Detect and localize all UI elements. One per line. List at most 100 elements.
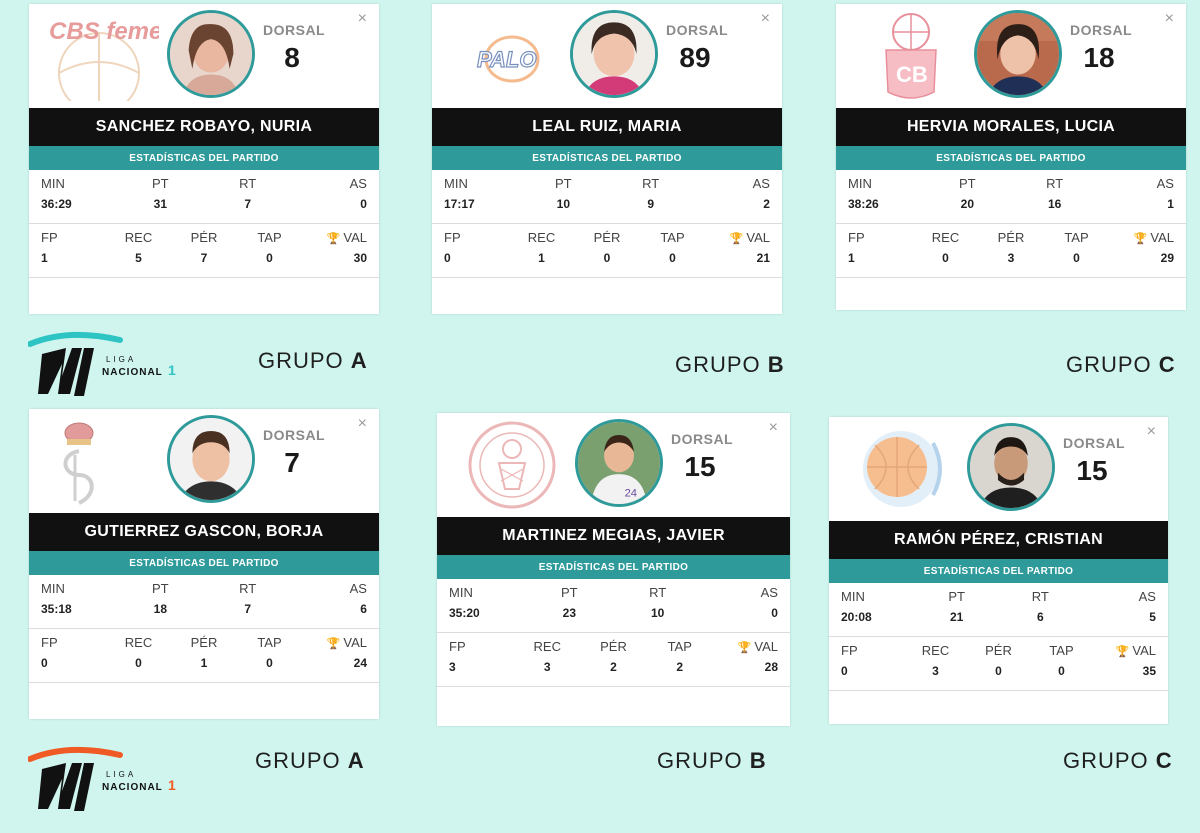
stat-label-as: AS bbox=[1156, 176, 1174, 191]
stat-fp: 0 bbox=[841, 664, 848, 678]
stat-val: 35 bbox=[1142, 664, 1156, 678]
avatar bbox=[974, 10, 1062, 98]
stat-pt: 21 bbox=[949, 610, 964, 624]
stat-label-min: MIN bbox=[41, 176, 65, 191]
dorsal-label: DORSAL bbox=[1063, 435, 1126, 451]
card-header: PALO DORSAL 89 × bbox=[432, 4, 782, 108]
stats-row-1: MIN PT RT AS 35:18 18 7 6 bbox=[29, 575, 379, 629]
close-icon[interactable]: × bbox=[1146, 423, 1156, 440]
grupo-letter: A bbox=[350, 348, 368, 373]
stat-label-as: AS bbox=[1138, 589, 1156, 604]
grupo-letter: B bbox=[749, 748, 767, 773]
close-icon[interactable]: × bbox=[357, 10, 367, 27]
liga-mark: 1 bbox=[168, 362, 176, 378]
stat-label-per: PÉR bbox=[190, 635, 218, 650]
stat-label-tap: TAP bbox=[667, 639, 692, 654]
stat-min: 38:26 bbox=[848, 197, 879, 211]
club-logo-text: CBS femenino SEVILLA bbox=[49, 18, 159, 45]
club-logo: PALO bbox=[452, 10, 562, 102]
stat-label-rec: REC bbox=[527, 230, 556, 245]
stat-label-min: MIN bbox=[444, 176, 468, 191]
trophy-icon: 🏆 bbox=[326, 638, 341, 650]
stat-as: 6 bbox=[360, 602, 367, 616]
stat-val: 24 bbox=[353, 656, 367, 670]
stat-label-val: 🏆 VAL bbox=[737, 639, 778, 654]
stat-fp: 3 bbox=[449, 660, 456, 674]
stats-row-2: FP REC PÉR TAP 🏆 VAL 0 1 0 0 21 bbox=[432, 224, 782, 278]
stat-min: 17:17 bbox=[444, 197, 475, 211]
grupo-label: GRUPO A bbox=[255, 748, 365, 773]
stats-row-2: FP REC PÉR TAP 🏆 VAL 1 0 3 0 29 bbox=[836, 224, 1186, 278]
player-name: MARTINEZ MEGIAS, JAVIER bbox=[437, 517, 790, 555]
stat-rec: 0 bbox=[135, 656, 142, 670]
stat-rt: 6 bbox=[1036, 610, 1044, 624]
stat-per: 1 bbox=[200, 656, 208, 670]
dorsal-label: DORSAL bbox=[1070, 22, 1133, 38]
club-logo bbox=[457, 419, 567, 511]
card-header: DORSAL 15 × bbox=[829, 417, 1168, 521]
stat-label-fp: FP bbox=[449, 639, 466, 654]
stat-label-tap: TAP bbox=[1064, 230, 1089, 245]
stat-label-min: MIN bbox=[841, 589, 865, 604]
stat-rt: 9 bbox=[647, 197, 654, 211]
stats-title: ESTADÍSTICAS DEL PARTIDO bbox=[437, 555, 790, 579]
dorsal-label: DORSAL bbox=[666, 22, 729, 38]
grupo-label: GRUPO B bbox=[657, 748, 767, 773]
stat-label-rt: RT bbox=[1031, 589, 1049, 604]
stat-label-rt: RT bbox=[239, 581, 257, 596]
player-name: LEAL RUIZ, MARIA bbox=[432, 108, 782, 146]
player-card: 24 DORSAL 15 × MARTINEZ MEGIAS, JAVIER E… bbox=[437, 413, 790, 726]
stat-pt: 10 bbox=[556, 197, 570, 211]
player-name: SANCHEZ ROBAYO, NURIA bbox=[29, 108, 379, 146]
stat-label-pt: PT bbox=[555, 176, 572, 191]
close-icon[interactable]: × bbox=[357, 415, 367, 432]
stats-row-2: FP REC PÉR TAP 🏆 VAL 0 3 0 0 35 bbox=[829, 637, 1168, 691]
stat-label-tap: TAP bbox=[1049, 643, 1074, 658]
grupo-letter: C bbox=[1155, 748, 1173, 773]
stat-as: 1 bbox=[1167, 197, 1174, 211]
close-icon[interactable]: × bbox=[1164, 10, 1174, 27]
stat-label-min: MIN bbox=[848, 176, 872, 191]
stats-title: ESTADÍSTICAS DEL PARTIDO bbox=[836, 146, 1186, 170]
player-card: PALO DORSAL 89 × LEAL RUIZ, MARIA ESTADÍ… bbox=[432, 4, 782, 314]
stat-as: 2 bbox=[763, 197, 770, 211]
liga-mark: 1 bbox=[168, 777, 176, 793]
player-name: GUTIERREZ GASCON, BORJA bbox=[29, 513, 379, 551]
stat-rec: 0 bbox=[942, 251, 949, 265]
player-card: DORSAL 15 × RAMÓN PÉREZ, CRISTIAN ESTADÍ… bbox=[829, 417, 1168, 724]
stat-label-pt: PT bbox=[959, 176, 976, 191]
stats-row-2: FP REC PÉR TAP 🏆 VAL 3 3 2 2 28 bbox=[437, 633, 790, 687]
stats-row-1: MIN PT RT AS 35:20 23 10 0 bbox=[437, 579, 790, 633]
liga-text-1: LIGA bbox=[106, 355, 136, 364]
grupo-label: GRUPO C bbox=[1063, 748, 1173, 773]
stat-fp: 1 bbox=[41, 251, 48, 265]
stat-as: 5 bbox=[1149, 610, 1156, 624]
stat-label-pt: PT bbox=[948, 589, 965, 604]
stat-label-per: PÉR bbox=[997, 230, 1025, 245]
stat-rt: 7 bbox=[244, 602, 251, 616]
stat-pt: 31 bbox=[153, 197, 167, 211]
stat-as: 0 bbox=[771, 606, 778, 620]
trophy-icon: 🏆 bbox=[1133, 233, 1148, 245]
card-header: DORSAL 7 × bbox=[29, 409, 379, 513]
stat-rec: 3 bbox=[932, 664, 939, 678]
close-icon[interactable]: × bbox=[760, 10, 770, 27]
stat-label-fp: FP bbox=[848, 230, 865, 245]
dorsal-number: 15 bbox=[684, 451, 716, 482]
stat-per: 0 bbox=[995, 664, 1002, 678]
stat-label-rt: RT bbox=[649, 585, 667, 600]
player-card: CBS femenino SEVILLA DORSAL 8 × SANCHEZ … bbox=[29, 4, 379, 314]
avatar bbox=[167, 10, 255, 98]
stat-rt: 7 bbox=[244, 197, 251, 211]
grupo-letter: C bbox=[1158, 352, 1176, 377]
stat-min: 35:20 bbox=[449, 606, 480, 620]
club-logo: CBS femenino SEVILLA bbox=[49, 10, 159, 102]
grupo-letter: B bbox=[767, 352, 785, 377]
stat-label-rec: REC bbox=[124, 635, 153, 650]
stat-label-per: PÉR bbox=[985, 643, 1012, 658]
avatar bbox=[167, 415, 255, 503]
card-header: CBS femenino SEVILLA DORSAL 8 × bbox=[29, 4, 379, 108]
stat-label-pt: PT bbox=[152, 581, 169, 596]
stats-title: ESTADÍSTICAS DEL PARTIDO bbox=[829, 559, 1168, 583]
close-icon[interactable]: × bbox=[768, 419, 778, 436]
